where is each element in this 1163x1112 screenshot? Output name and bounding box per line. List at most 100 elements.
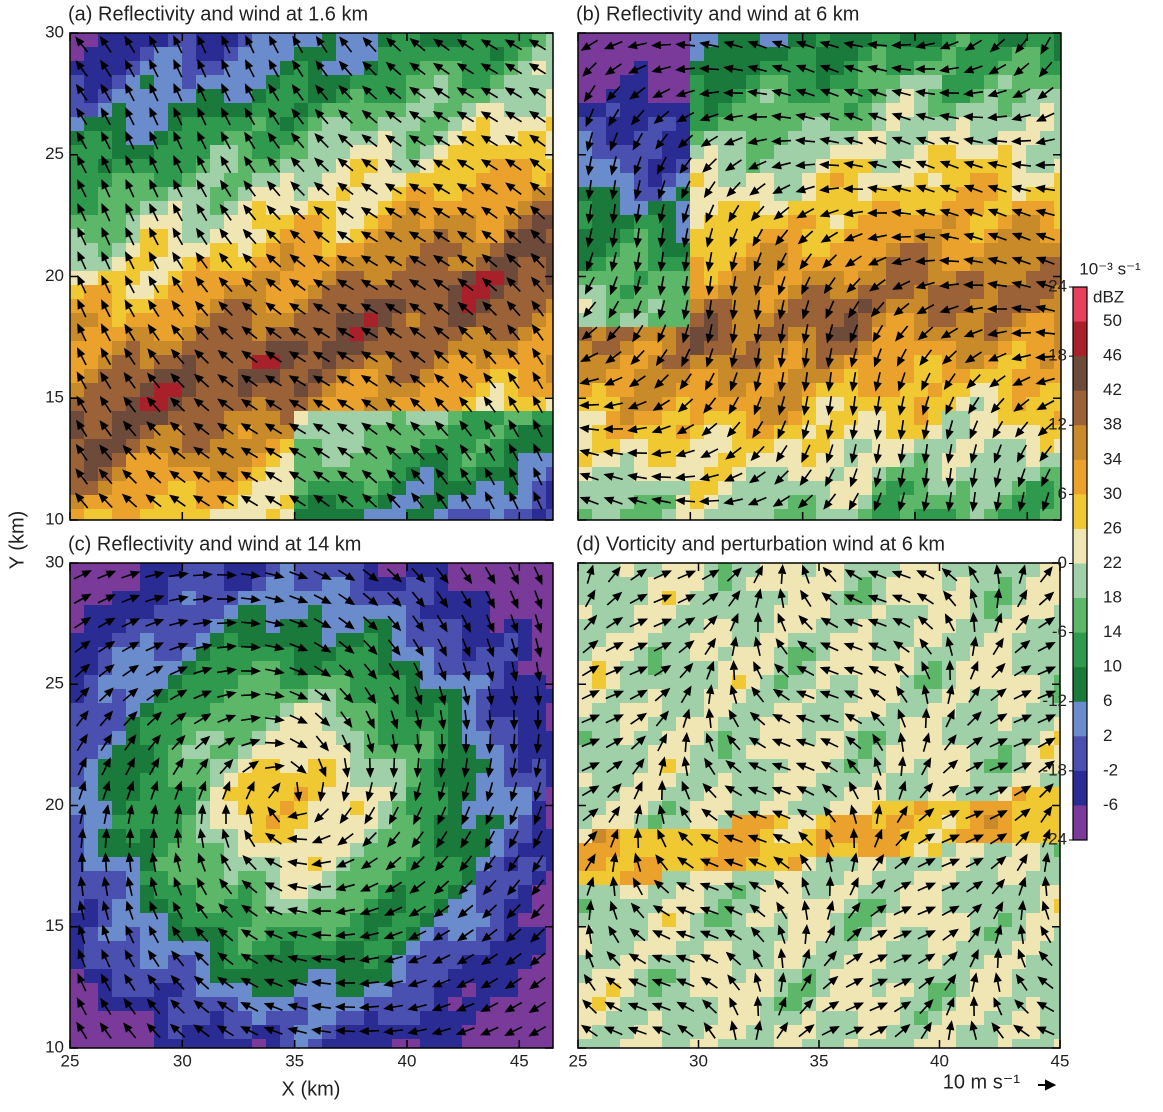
field-cell [434, 215, 449, 230]
field-cell [280, 1011, 295, 1026]
field-cell [322, 815, 337, 830]
field-cell [224, 285, 239, 300]
field-cell [84, 899, 99, 914]
field-cell [900, 285, 915, 300]
field-cell [378, 577, 393, 592]
field-cell [322, 271, 337, 286]
field-cell [592, 773, 607, 788]
field-cell [1040, 1039, 1055, 1049]
field-cell [648, 941, 663, 956]
field-cell [998, 647, 1013, 662]
field-cell [154, 33, 169, 48]
field-cell [984, 577, 999, 592]
field-cell [224, 941, 239, 956]
field-cell [238, 1039, 253, 1049]
field-cell [266, 815, 281, 830]
field-cell [802, 885, 817, 900]
field-cell [392, 145, 407, 160]
field-cell [886, 941, 901, 956]
field-cell [774, 843, 789, 858]
field-cell [984, 313, 999, 328]
field-cell [970, 509, 985, 521]
field-cell [662, 201, 677, 216]
field-cell [676, 913, 691, 928]
field-cell [704, 481, 719, 496]
field-cell [914, 913, 929, 928]
field-cell [532, 313, 547, 328]
field-cell [900, 271, 915, 286]
field-cell [760, 481, 775, 496]
field-cell [266, 47, 281, 62]
field-cell [84, 509, 99, 521]
field-cell [578, 1011, 593, 1026]
field-cell [336, 913, 351, 928]
field-cell [578, 983, 593, 998]
field-cell [308, 509, 323, 521]
field-cell [886, 787, 901, 802]
field-cell [942, 1039, 957, 1049]
field-cell [350, 605, 365, 620]
field-cell [112, 745, 127, 760]
field-cell [140, 731, 155, 746]
field-cell [196, 675, 211, 690]
field-cell [858, 383, 873, 398]
field-cell [872, 481, 887, 496]
field-cell [1026, 341, 1041, 356]
field-cell [676, 201, 691, 216]
field-cell [350, 1039, 365, 1049]
field-cell [224, 439, 239, 454]
field-cell [1040, 675, 1055, 690]
field-cell [336, 383, 351, 398]
field-cell [420, 159, 435, 174]
field-cell [182, 675, 197, 690]
field-cell [280, 313, 295, 328]
field-cell [350, 481, 365, 496]
field-cell [210, 411, 225, 426]
colorbar-band [1073, 736, 1087, 771]
field-cell [676, 605, 691, 620]
field-cell [690, 509, 705, 521]
field-cell [308, 605, 323, 620]
field-cell [238, 843, 253, 858]
field-cell [518, 661, 533, 676]
field-cell [322, 509, 337, 521]
field-cell [252, 201, 267, 216]
field-cell [112, 605, 127, 620]
field-cell [690, 285, 705, 300]
field-cell [732, 955, 747, 970]
field-cell [224, 969, 239, 984]
field-cell [1026, 577, 1041, 592]
field-cell [676, 271, 691, 286]
field-cell [746, 675, 761, 690]
field-cell [788, 983, 803, 998]
field-cell [392, 439, 407, 454]
field-cell [350, 997, 365, 1012]
field-cell [98, 383, 113, 398]
field-cell [294, 675, 309, 690]
field-cell [112, 563, 127, 578]
field-cell [690, 801, 705, 816]
field-cell [490, 243, 505, 258]
field-cell [490, 33, 505, 48]
field-cell [308, 703, 323, 718]
field-cell [420, 843, 435, 858]
field-cell [634, 103, 649, 118]
field-cell [294, 1039, 309, 1049]
field-cell [942, 75, 957, 90]
field-cell [732, 1039, 747, 1049]
field-cell [620, 159, 635, 174]
field-cell [858, 675, 873, 690]
field-cell [322, 941, 337, 956]
field-cell [718, 313, 733, 328]
field-cell [1040, 983, 1055, 998]
field-cell [238, 47, 253, 62]
field-cell [518, 299, 533, 314]
field-cell [266, 843, 281, 858]
field-cell [690, 717, 705, 732]
field-cell [928, 661, 943, 676]
field-cell [434, 145, 449, 160]
field-cell [592, 47, 607, 62]
field-cell [690, 899, 705, 914]
field-cell [886, 843, 901, 858]
colorbar-band [1073, 425, 1087, 460]
